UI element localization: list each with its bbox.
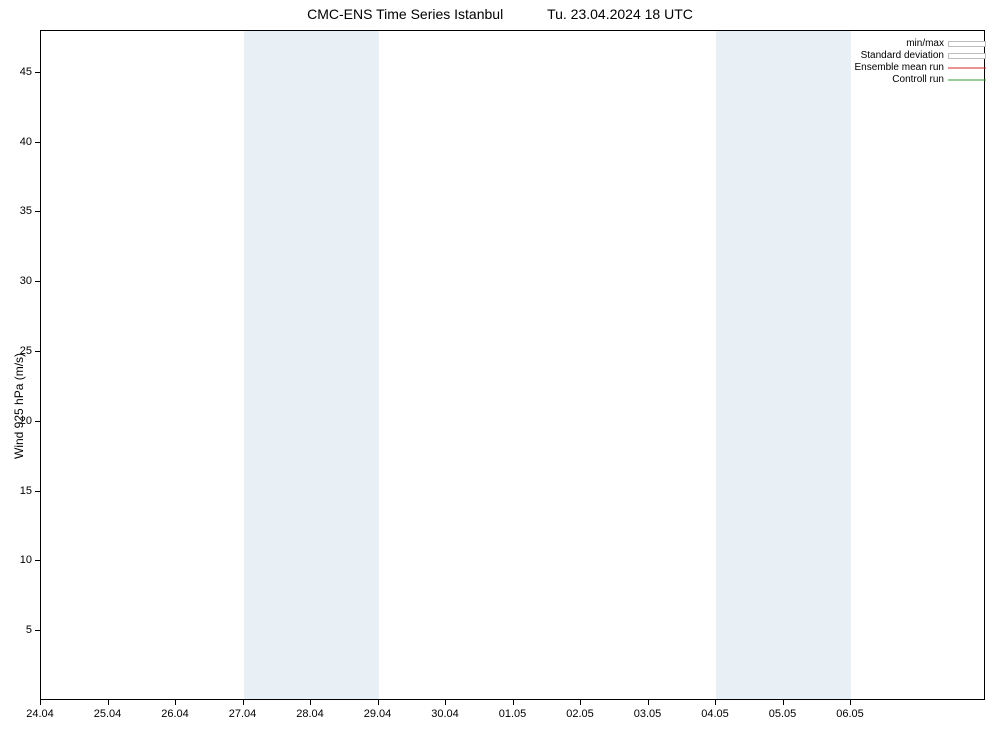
- x-tick: [715, 700, 716, 705]
- weekend-band: [244, 31, 379, 699]
- legend-label: Ensemble mean run: [855, 62, 949, 74]
- weekend-band: [716, 31, 851, 699]
- y-tick: [35, 560, 40, 561]
- y-tick-label: 5: [26, 624, 32, 636]
- legend-swatch: [948, 63, 986, 73]
- y-tick: [35, 351, 40, 352]
- x-tick-label: 05.05: [769, 708, 797, 720]
- x-tick-label: 24.04: [26, 708, 54, 720]
- y-tick-label: 40: [20, 136, 32, 148]
- y-tick-label: 10: [20, 554, 32, 566]
- x-tick-label: 25.04: [94, 708, 122, 720]
- legend-swatch: [948, 51, 986, 61]
- x-tick: [243, 700, 244, 705]
- x-tick: [580, 700, 581, 705]
- legend-swatch: [948, 39, 986, 49]
- legend-row: Controll run: [855, 74, 987, 86]
- y-tick: [35, 211, 40, 212]
- x-tick: [175, 700, 176, 705]
- x-tick-label: 02.05: [566, 708, 594, 720]
- legend-row: Standard deviation: [855, 50, 987, 62]
- x-tick: [513, 700, 514, 705]
- y-tick-label: 45: [20, 66, 32, 78]
- x-tick: [850, 700, 851, 705]
- x-tick: [378, 700, 379, 705]
- x-tick: [445, 700, 446, 705]
- x-tick: [648, 700, 649, 705]
- x-tick: [40, 700, 41, 705]
- y-axis-title: Wind 925 hPa (m/s): [12, 353, 26, 459]
- y-tick: [35, 281, 40, 282]
- y-tick: [35, 72, 40, 73]
- x-tick-label: 29.04: [364, 708, 392, 720]
- x-tick-label: 06.05: [836, 708, 864, 720]
- x-tick: [108, 700, 109, 705]
- y-tick: [35, 421, 40, 422]
- chart-title-row: CMC-ENS Time Series Istanbul Tu. 23.04.2…: [0, 6, 1000, 22]
- legend-label: Controll run: [892, 74, 948, 86]
- y-tick-label: 20: [20, 415, 32, 427]
- x-tick-label: 01.05: [499, 708, 527, 720]
- chart-title-main: CMC-ENS Time Series Istanbul: [307, 6, 503, 22]
- legend-row: min/max: [855, 38, 987, 50]
- legend-swatch: [948, 75, 986, 85]
- y-tick-label: 30: [20, 275, 32, 287]
- x-tick-label: 27.04: [229, 708, 257, 720]
- x-tick-label: 30.04: [431, 708, 459, 720]
- x-tick-label: 28.04: [296, 708, 324, 720]
- x-tick-label: 26.04: [161, 708, 189, 720]
- plot-area: [40, 30, 985, 700]
- legend-label: Standard deviation: [861, 50, 948, 62]
- y-tick: [35, 142, 40, 143]
- y-tick-label: 15: [20, 485, 32, 497]
- y-tick: [35, 630, 40, 631]
- legend: min/maxStandard deviationEnsemble mean r…: [855, 38, 987, 86]
- legend-label: min/max: [906, 38, 948, 50]
- y-tick-label: 35: [20, 205, 32, 217]
- x-tick-label: 04.05: [701, 708, 729, 720]
- x-tick-label: 03.05: [634, 708, 662, 720]
- y-tick-label: 25: [20, 345, 32, 357]
- x-tick: [783, 700, 784, 705]
- x-tick: [310, 700, 311, 705]
- legend-row: Ensemble mean run: [855, 62, 987, 74]
- chart-title-date: Tu. 23.04.2024 18 UTC: [547, 6, 693, 22]
- y-tick: [35, 491, 40, 492]
